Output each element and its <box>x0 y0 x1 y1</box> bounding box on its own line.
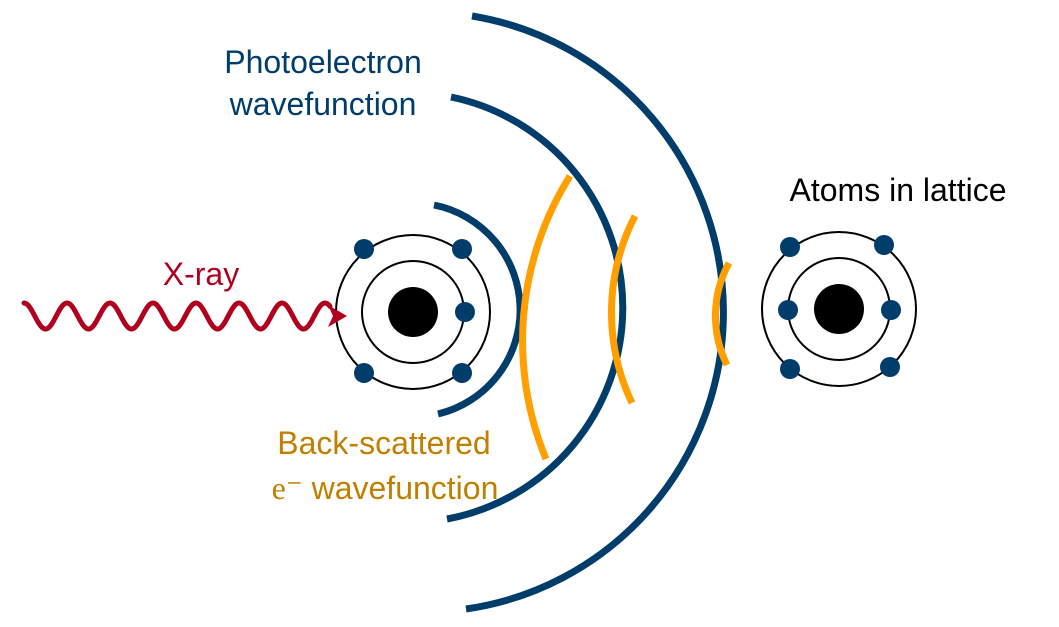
photoelectron-wavefront-middle <box>446 93 627 523</box>
nucleus <box>388 287 438 337</box>
electron <box>780 359 800 379</box>
xray-wave <box>21 300 347 332</box>
electron <box>354 239 374 259</box>
lattice-atom <box>761 231 917 387</box>
atoms-label: Atoms in lattice <box>790 172 1007 208</box>
backscattered-wavefront-outer <box>519 174 573 461</box>
photoelectron-label-line2: wavefunction <box>229 86 417 122</box>
backscatter-label-line2: e⁻ wavefunction <box>272 470 499 506</box>
electron <box>881 300 901 320</box>
backscatter-label-line1: Back-scattered <box>277 425 490 461</box>
electron <box>354 363 374 383</box>
electron <box>874 235 894 255</box>
photoelectron-label-line1: Photoelectron <box>224 44 421 80</box>
photoelectron-wavefront-inner <box>433 201 524 418</box>
electron <box>455 302 475 322</box>
xray-arrowhead <box>328 305 347 327</box>
wavy-arrow-icon <box>21 300 333 332</box>
backscattered-wavefront-middle <box>608 214 639 405</box>
electron <box>880 357 900 377</box>
backscatter-label-line2-rest: wavefunction <box>303 470 499 506</box>
backscattered-wavefronts <box>519 174 733 461</box>
photoelectron-wavefronts <box>433 12 727 613</box>
nucleus <box>814 284 864 334</box>
backscattered-wavefront-inner <box>711 261 733 367</box>
electron <box>452 363 472 383</box>
xray-label: X-ray <box>163 256 239 292</box>
outer-orbit <box>761 231 917 387</box>
photoelectron-wavefront-outer <box>465 12 727 613</box>
electron-symbol: e⁻ <box>272 470 303 506</box>
electron <box>780 237 800 257</box>
electron <box>778 300 798 320</box>
absorbing-atom <box>335 234 491 390</box>
electron <box>452 239 472 259</box>
